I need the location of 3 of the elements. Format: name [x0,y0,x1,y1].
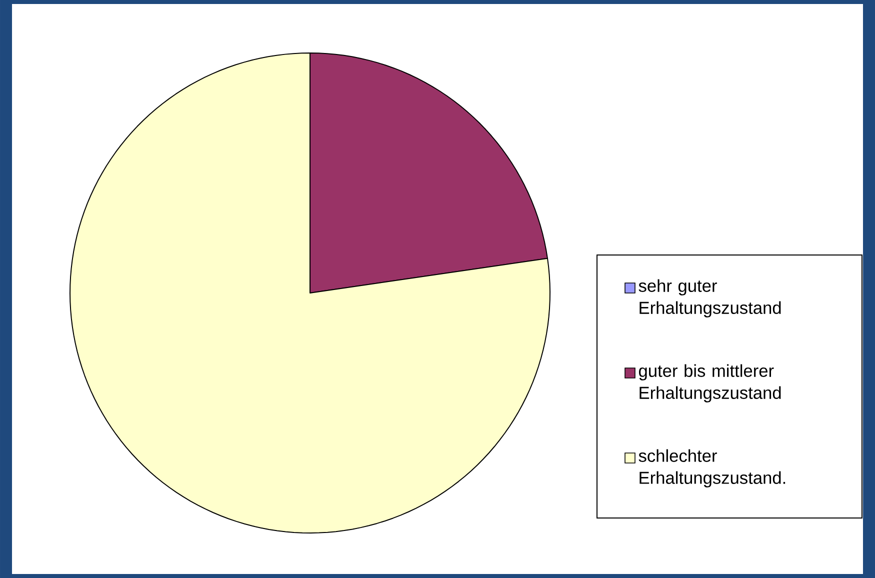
legend-label: schlechter Erhaltungszustand. [638,449,786,488]
legend-label: guter bis mittlerer Erhaltungszustand [639,364,781,402]
legend-label: sehr guter Erhaltungszustand [638,279,781,318]
